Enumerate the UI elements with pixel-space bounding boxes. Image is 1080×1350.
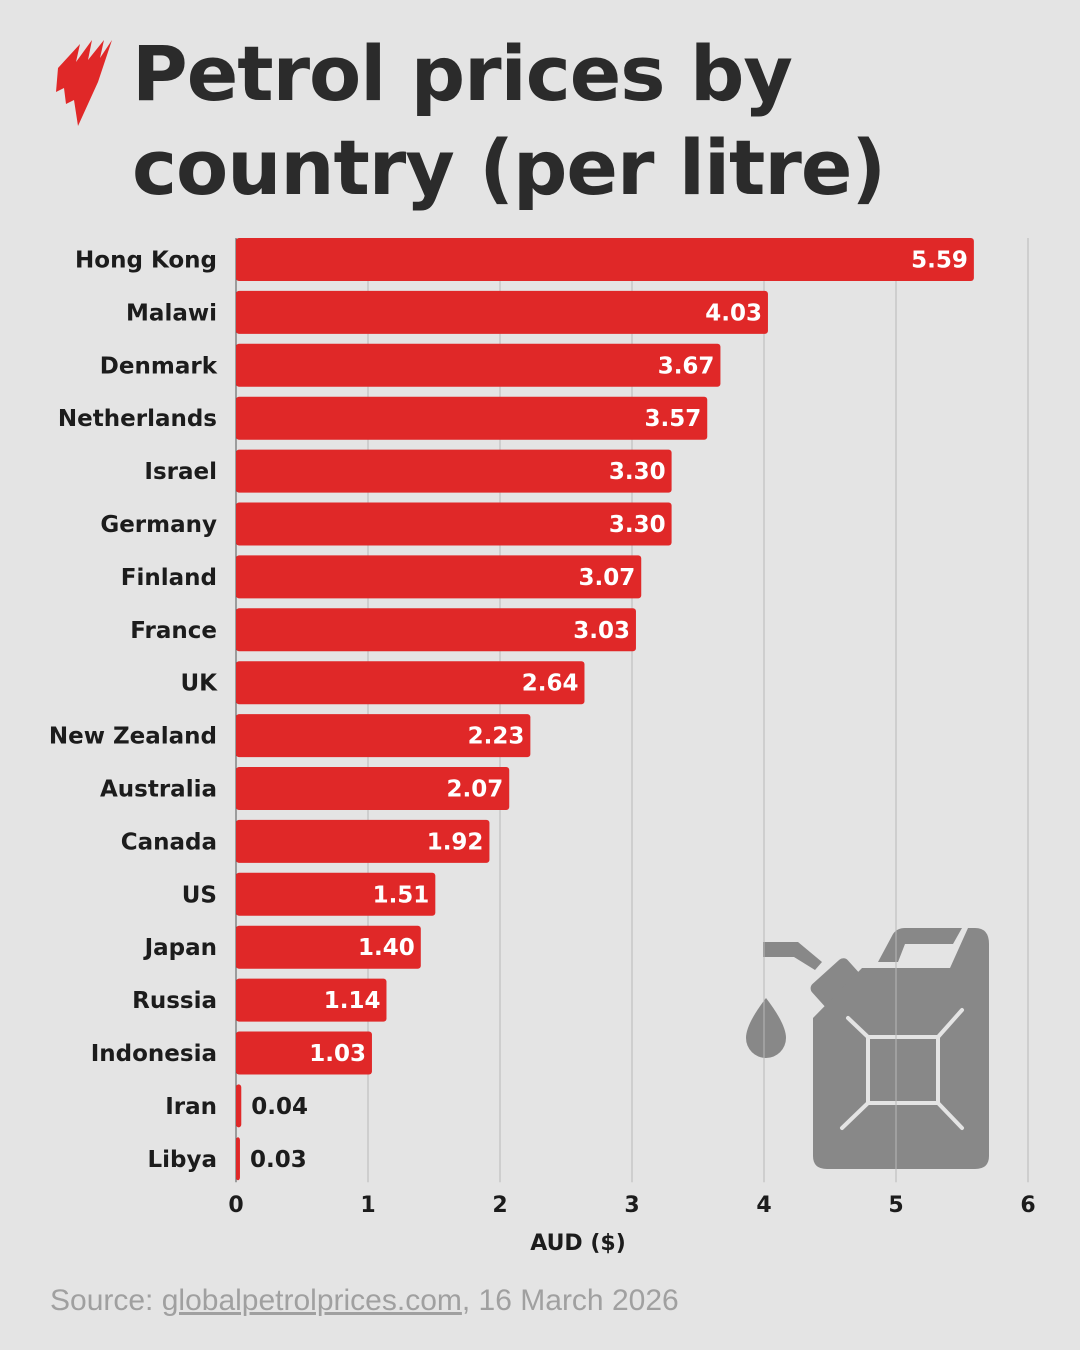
bar <box>236 1084 242 1128</box>
source-prefix: Source: <box>50 1284 162 1317</box>
bar <box>236 238 974 281</box>
value-label: 2.23 <box>468 724 525 750</box>
value-label: 2.07 <box>446 777 503 803</box>
category-label: Australia <box>100 777 217 803</box>
bar <box>236 925 421 969</box>
bar <box>236 290 768 334</box>
value-label: 0.03 <box>250 1147 307 1173</box>
category-label: Russia <box>132 988 217 1014</box>
value-label: 4.03 <box>705 300 762 326</box>
x-tick-label: 0 <box>228 1193 243 1218</box>
value-label: 1.40 <box>358 935 415 961</box>
source-date: , 16 March 2026 <box>462 1284 679 1317</box>
value-label: 2.64 <box>522 671 579 697</box>
value-label: 3.30 <box>609 459 666 485</box>
bar <box>236 661 585 705</box>
category-label: New Zealand <box>49 724 217 750</box>
gridlines <box>235 238 1029 1183</box>
sbs-logo <box>56 40 112 126</box>
source-note: Source: globalpetrolprices.com, 16 March… <box>50 1284 679 1317</box>
category-label: Hong Kong <box>75 248 217 274</box>
category-label: Netherlands <box>58 406 217 432</box>
category-label: Denmark <box>100 353 218 379</box>
category-label: Israel <box>144 459 217 485</box>
category-label: Indonesia <box>91 1041 217 1067</box>
chart-title-line-1: Petrol prices by <box>132 29 792 118</box>
value-label: 1.03 <box>309 1041 366 1067</box>
value-label: 3.03 <box>573 618 630 644</box>
category-label: Libya <box>147 1147 217 1173</box>
x-tick-label: 2 <box>492 1193 507 1218</box>
bar <box>236 1031 372 1075</box>
value-label: 1.51 <box>373 882 430 908</box>
value-label: 1.92 <box>427 829 484 855</box>
bar <box>236 396 708 440</box>
category-label: UK <box>181 671 219 697</box>
jerry-can-icon <box>746 928 989 1169</box>
bar <box>236 819 490 863</box>
fuel-drop-icon <box>746 998 786 1058</box>
bar <box>236 767 510 810</box>
x-tick-label: 6 <box>1020 1193 1035 1218</box>
category-label: Malawi <box>126 300 217 326</box>
category-label: Iran <box>165 1094 217 1120</box>
bar <box>236 978 387 1022</box>
x-axis-label: AUD ($) <box>530 1231 626 1256</box>
category-label: France <box>130 618 217 644</box>
category-label: Japan <box>143 935 217 961</box>
value-label: 1.14 <box>324 988 381 1014</box>
bar <box>236 1137 240 1181</box>
chart-title-line-2: country (per litre) <box>132 123 885 212</box>
value-label: 3.67 <box>658 353 715 379</box>
x-tick-label: 4 <box>756 1193 771 1218</box>
x-tick-label: 1 <box>360 1193 375 1218</box>
bars: Hong Kong 5.59 Malawi 4.03 Denmark 3.67 Nether… <box>49 238 974 1181</box>
category-label: US <box>182 882 217 908</box>
value-label: 3.30 <box>609 512 666 538</box>
value-label: 3.57 <box>644 406 701 432</box>
value-label: 3.07 <box>578 565 635 591</box>
bar <box>236 608 636 652</box>
bar <box>236 502 672 546</box>
bar <box>236 343 721 387</box>
bar <box>236 872 436 916</box>
category-label: Canada <box>121 829 217 855</box>
source-link[interactable]: globalpetrolprices.com <box>162 1284 462 1317</box>
value-label: 5.59 <box>911 248 968 274</box>
bar <box>236 714 531 758</box>
category-label: Germany <box>100 512 217 538</box>
bar <box>236 449 672 493</box>
bar <box>236 555 642 599</box>
category-label: Finland <box>121 565 217 591</box>
x-axis-ticks: 0 1 2 3 4 5 6 <box>228 1193 1035 1218</box>
x-tick-label: 3 <box>624 1193 639 1218</box>
value-label: 0.04 <box>251 1094 308 1120</box>
x-tick-label: 5 <box>888 1193 903 1218</box>
